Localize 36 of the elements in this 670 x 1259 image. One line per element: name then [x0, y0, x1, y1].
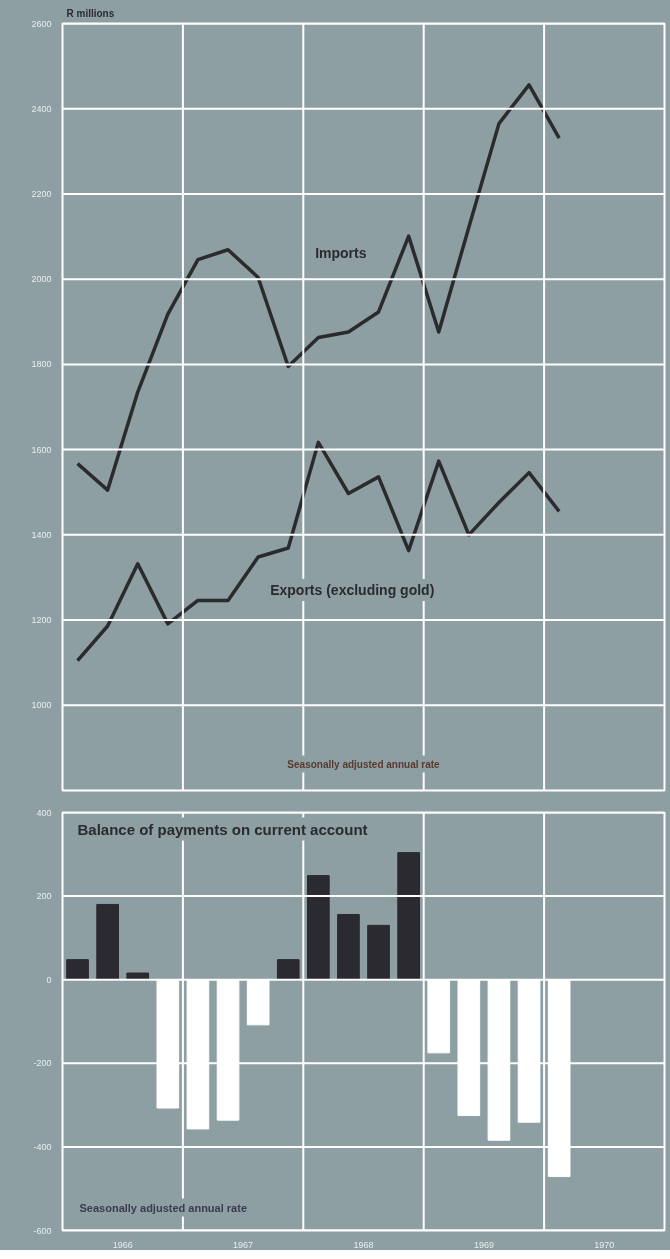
bar	[307, 875, 330, 981]
text: Balance of payments on current account	[77, 820, 368, 838]
line-series	[75, 83, 561, 492]
y-tick-label: 2200	[31, 188, 52, 199]
x-tick-label: 1970	[594, 1239, 615, 1250]
y-tick-label: 200	[36, 891, 52, 902]
y-tick-label: -600	[33, 1225, 52, 1236]
series-label: Exports (excluding gold)	[270, 581, 435, 598]
bar	[337, 913, 360, 981]
y-tick-label: 2000	[31, 274, 52, 285]
y-tick-label: -400	[33, 1141, 52, 1152]
y-tick-label: 2400	[31, 103, 52, 114]
annotation: Seasonally adjusted annual rate	[287, 758, 441, 770]
text: Imports	[315, 245, 367, 262]
y-axis-title: R millions	[66, 7, 115, 19]
y-tick-label: 400	[36, 807, 52, 818]
y-tick-label: 2600	[31, 18, 52, 29]
y-tick-label: 1600	[31, 444, 52, 455]
x-tick-label: 1968	[353, 1239, 374, 1250]
bar	[126, 972, 150, 981]
annotation: Seasonally adjusted annual rate	[79, 1201, 248, 1214]
bar	[96, 903, 119, 981]
x-tick-label: 1969	[473, 1239, 494, 1250]
x-tick-label: 1966	[112, 1239, 133, 1250]
x-tick-label: 1967	[233, 1239, 254, 1250]
y-tick-label: 1200	[31, 615, 52, 626]
bar	[367, 924, 390, 981]
line-series	[75, 440, 561, 663]
bar	[66, 959, 89, 981]
bar	[397, 852, 420, 981]
y-tick-label: -200	[33, 1058, 52, 1069]
bar	[276, 959, 300, 981]
y-tick-label: 1400	[31, 529, 52, 540]
y-tick-label: 1000	[31, 700, 52, 711]
y-tick-label: 0	[46, 974, 52, 985]
y-tick-label: 1800	[31, 359, 52, 370]
